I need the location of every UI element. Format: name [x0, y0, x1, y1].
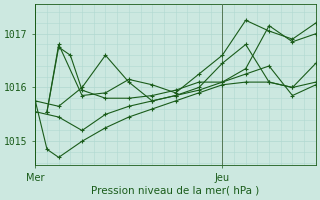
- X-axis label: Pression niveau de la mer( hPa ): Pression niveau de la mer( hPa ): [92, 186, 260, 196]
